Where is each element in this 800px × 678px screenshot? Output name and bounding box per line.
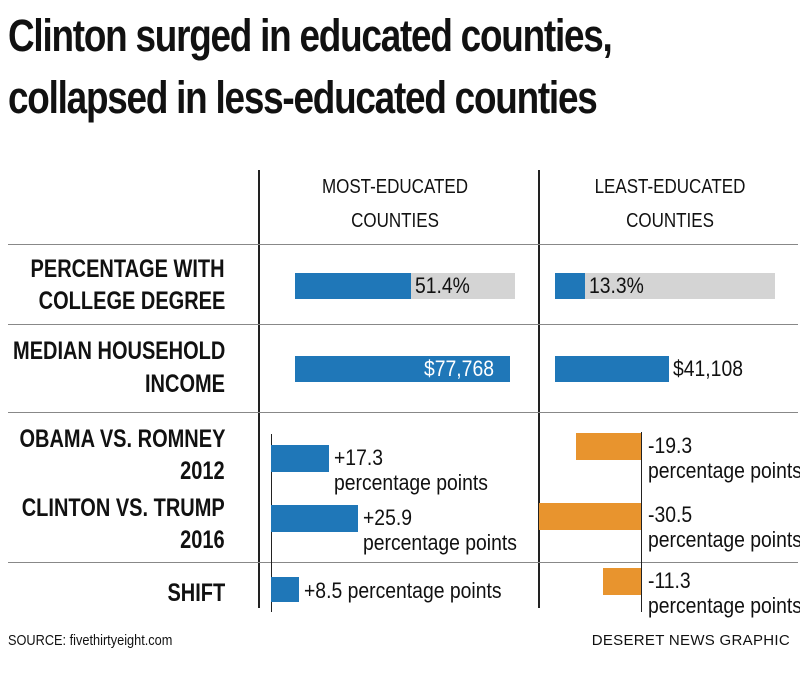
row-label-shift: SHIFT — [167, 579, 225, 607]
clinton-least-value: -30.5 — [648, 502, 693, 527]
row-label-obama-2: 2012 — [180, 457, 226, 485]
row-divider-2 — [8, 324, 798, 325]
column-header-least-line-2: COUNTIES — [626, 210, 714, 232]
row-label-college-1: PERCENTAGE WITH — [30, 255, 225, 283]
row-label-clinton-2: 2016 — [180, 526, 226, 554]
clinton-most-value: +25.9 — [362, 505, 412, 530]
obama-least-bar — [576, 433, 641, 460]
college-least-label: 13.3% — [589, 273, 645, 298]
column-divider-left — [258, 170, 260, 608]
obama-least-suffix: percentage points — [648, 458, 800, 483]
income-most-label: $77,768 — [424, 356, 494, 381]
clinton-most-suffix: percentage points — [362, 530, 517, 555]
college-most-bar — [295, 273, 412, 299]
clinton-most-bar — [271, 505, 358, 532]
column-header-least-line-1: LEAST-EDUCATED — [594, 176, 746, 198]
column-header-most-line-2: COUNTIES — [351, 210, 439, 232]
row-label-college-2: COLLEGE DEGREE — [38, 287, 225, 315]
clinton-least-suffix: percentage points — [648, 527, 800, 552]
shift-least-value: -11.3 — [648, 568, 691, 593]
row-label-income-2: INCOME — [145, 370, 225, 398]
obama-most-suffix: percentage points — [333, 470, 488, 495]
college-least-bar — [555, 273, 586, 299]
row-label-clinton-1: CLINTON VS. TRUMP — [22, 494, 225, 522]
shift-least-bar — [603, 568, 641, 595]
least-baseline — [641, 432, 642, 612]
obama-least-value: -19.3 — [648, 433, 693, 458]
column-divider-right — [538, 170, 540, 608]
title-line-2: collapsed in less-educated counties — [8, 72, 598, 123]
column-header-most-line-1: MOST-EDUCATED — [321, 176, 469, 198]
title-line-1: Clinton surged in educated counties, — [8, 10, 613, 61]
obama-most-value: +17.3 — [333, 445, 383, 470]
credit-note: DESERET NEWS GRAPHIC — [591, 632, 790, 649]
income-least-bar — [555, 356, 669, 382]
clinton-least-bar — [538, 503, 641, 530]
college-least-track — [555, 273, 775, 299]
row-label-obama-1: OBAMA VS. ROMNEY — [19, 425, 225, 453]
income-least-label: $41,108 — [672, 356, 743, 381]
row-divider-3 — [8, 412, 798, 413]
shift-most-value: +8.5 percentage points — [304, 578, 502, 603]
shift-least-suffix: percentage points — [648, 593, 800, 618]
college-most-label: 51.4% — [415, 273, 471, 298]
row-label-income-1: MEDIAN HOUSEHOLD — [12, 337, 225, 365]
row-divider-1 — [8, 244, 798, 245]
income-most-bar — [295, 356, 510, 382]
shift-most-bar — [271, 577, 300, 602]
row-divider-4 — [8, 562, 798, 563]
obama-most-bar — [271, 445, 329, 472]
source-note: SOURCE: fivethirtyeight.com — [8, 632, 173, 649]
